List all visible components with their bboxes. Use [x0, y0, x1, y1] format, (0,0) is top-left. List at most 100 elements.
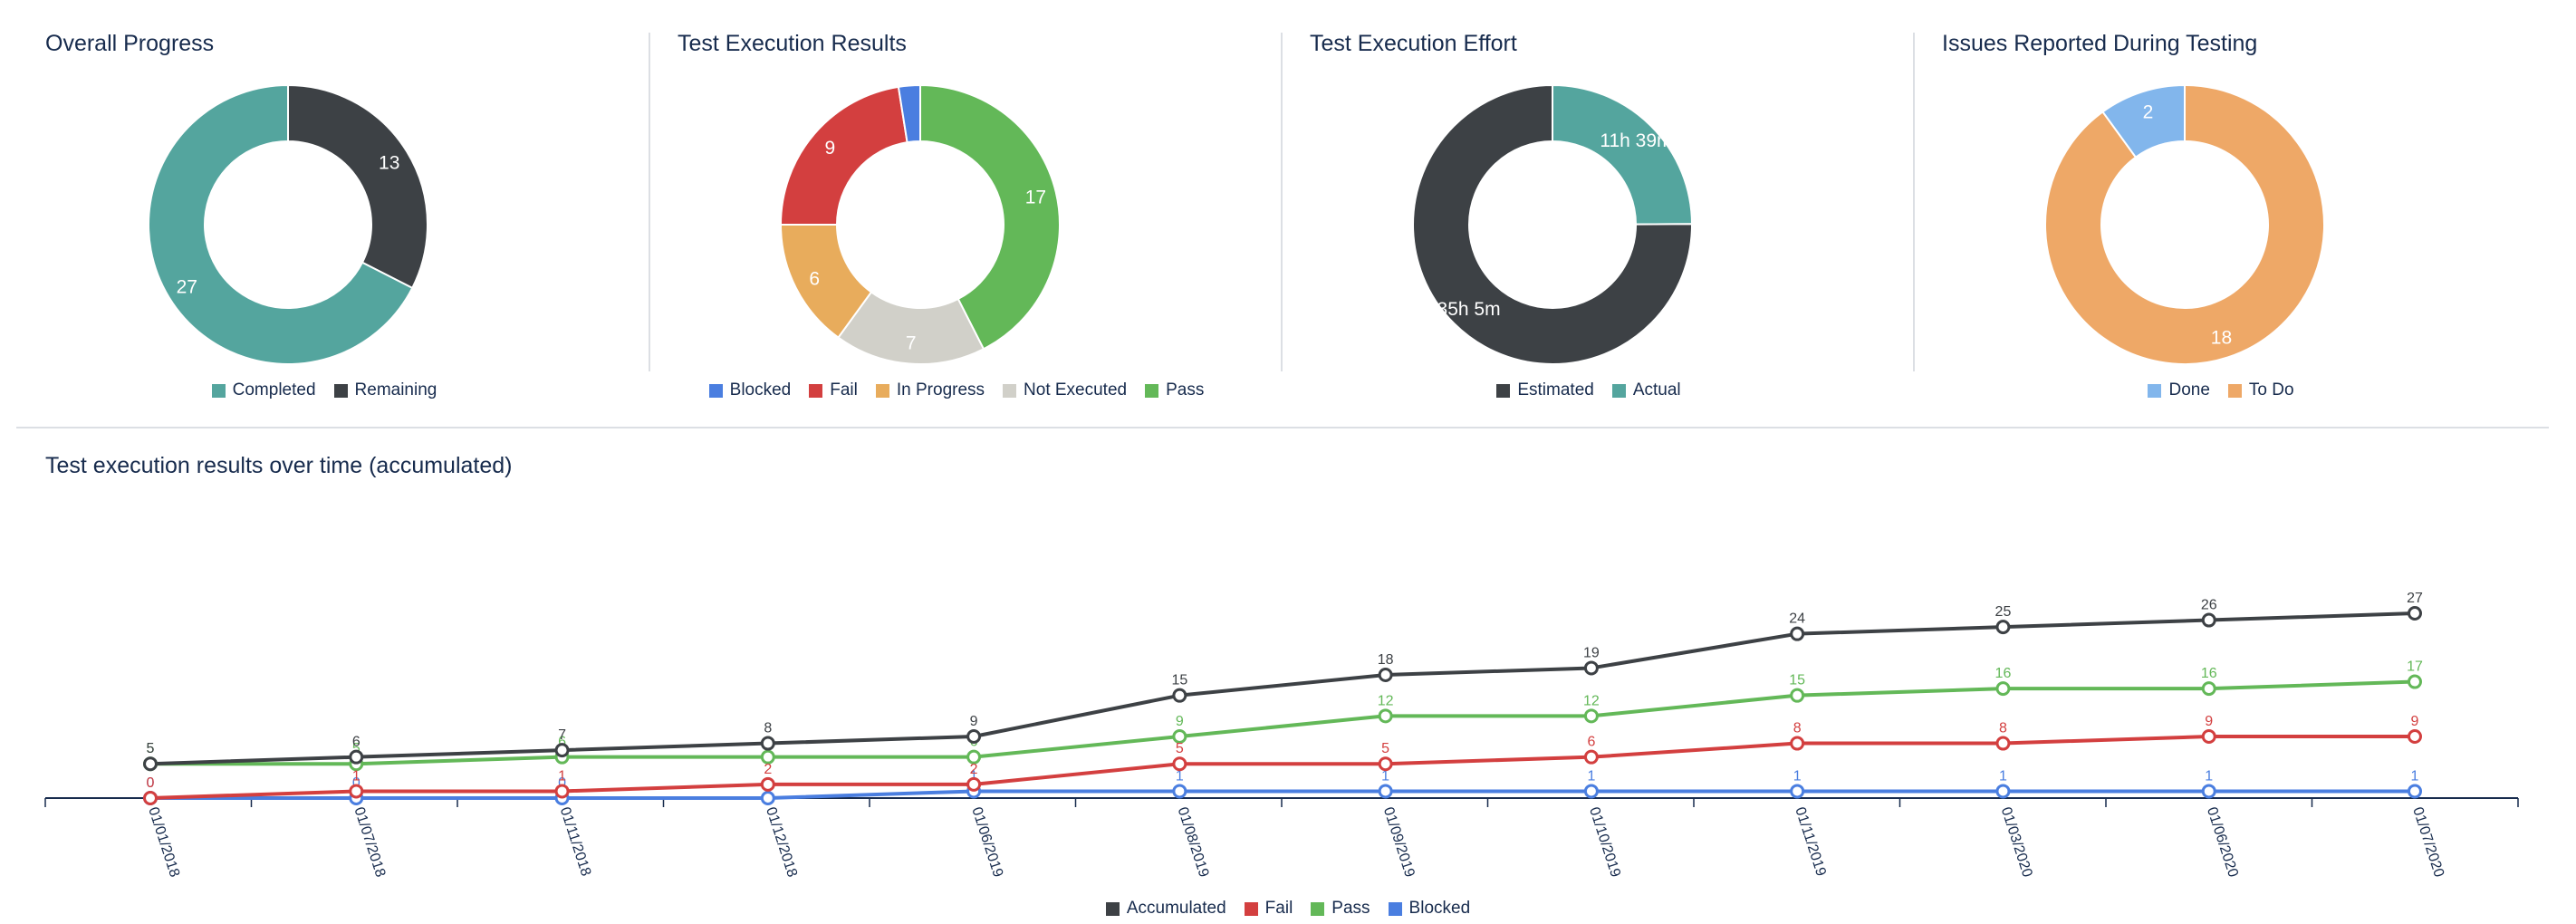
legend-item-blocked[interactable]: Blocked	[1388, 899, 1470, 919]
legend-item-pass[interactable]: Pass	[1311, 899, 1370, 919]
data-point-blocked[interactable]	[1790, 784, 1805, 799]
data-point-fail[interactable]	[554, 784, 570, 799]
data-label: 8	[1793, 721, 1802, 736]
data-point-blocked[interactable]	[2408, 784, 2422, 799]
data-point-pass[interactable]	[2201, 681, 2216, 697]
legend-item-fail[interactable]: Fail	[1244, 899, 1293, 919]
data-point-blocked[interactable]	[1995, 784, 2011, 799]
data-point-blocked[interactable]	[1583, 784, 1599, 799]
data-point-accumulated[interactable]	[1995, 620, 2011, 635]
data-point-pass[interactable]	[760, 749, 775, 765]
x-tick-label: 01/06/2019	[968, 805, 1005, 880]
data-point-accumulated[interactable]	[2408, 606, 2422, 621]
legend-swatch	[1244, 901, 1258, 916]
data-point-accumulated[interactable]	[1790, 626, 1805, 641]
data-point-fail[interactable]	[2408, 729, 2422, 744]
data-label: 1	[2411, 768, 2419, 784]
series-line-pass[interactable]	[150, 679, 2416, 766]
legend-item-done[interactable]: Done	[2148, 380, 2210, 400]
data-label: 1	[1999, 768, 2007, 784]
legend-item-in-progress[interactable]: In Progress	[875, 380, 985, 400]
legend-swatch	[809, 383, 823, 398]
test-execution-results-panel: Test Execution Results 17 7 6 9 Blocked Fail…	[632, 0, 1281, 426]
data-point-fail[interactable]	[349, 784, 364, 799]
series-line-blocked[interactable]	[150, 789, 2415, 800]
legend-swatch	[2148, 383, 2162, 398]
data-point-pass[interactable]	[2408, 674, 2422, 689]
data-label: 1	[1587, 768, 1595, 784]
data-label: 25	[1995, 604, 2012, 620]
legend-label: Pass	[1331, 899, 1370, 918]
series-line-accumulated[interactable]	[149, 611, 2416, 766]
data-point-accumulated[interactable]	[1172, 688, 1187, 703]
data-point-accumulated[interactable]	[1378, 668, 1393, 682]
data-point-accumulated[interactable]	[1583, 660, 1599, 676]
data-point-pass[interactable]	[1378, 708, 1393, 724]
data-point-blocked[interactable]	[760, 791, 775, 805]
x-tick-label: 01/07/2020	[2409, 805, 2446, 880]
slice-label: 27	[177, 276, 197, 297]
data-label: 0	[558, 775, 566, 791]
data-label: 0	[352, 775, 360, 791]
data-label: 7	[558, 727, 566, 743]
data-point-accumulated[interactable]	[143, 756, 158, 772]
data-label: 16	[2201, 666, 2217, 681]
donut-slice-to-do[interactable]	[2044, 83, 2325, 365]
data-label: 15	[1789, 673, 1805, 688]
donut-slice-done[interactable]	[2101, 83, 2186, 159]
panel-title: Overall Progress	[45, 31, 215, 56]
legend-item-not-executed[interactable]: Not Executed	[1003, 380, 1127, 400]
data-point-fail[interactable]	[966, 776, 982, 792]
legend-item-completed[interactable]: Completed	[211, 380, 316, 400]
data-label: 18	[1378, 652, 1394, 668]
data-point-blocked[interactable]	[2201, 784, 2216, 799]
data-point-pass[interactable]	[1583, 708, 1599, 724]
data-point-fail[interactable]	[1378, 756, 1393, 772]
legend-item-pass[interactable]: Pass	[1145, 380, 1204, 400]
data-point-pass[interactable]	[1995, 681, 2011, 697]
legend-item-accumulated[interactable]: Accumulated	[1105, 899, 1226, 919]
legend-item-blocked[interactable]: Blocked	[708, 380, 791, 400]
series-line-fail[interactable]	[149, 735, 2415, 800]
data-point-pass[interactable]	[1790, 688, 1805, 703]
data-point-pass[interactable]	[966, 749, 982, 765]
legend-item-estimated[interactable]: Estimated	[1496, 380, 1594, 400]
legend-swatch	[1611, 383, 1626, 398]
data-point-pass[interactable]	[1172, 729, 1187, 744]
legend-swatch	[1003, 383, 1017, 398]
legend-item-remaining[interactable]: Remaining	[333, 380, 437, 400]
test-execution-results-legend: Blocked Fail In Progress Not Executed Pass	[632, 380, 1281, 400]
legend-label: Fail	[1264, 899, 1293, 918]
donut-slice-blocked[interactable]	[897, 83, 921, 144]
donut-slice-fail[interactable]	[779, 85, 908, 226]
legend-item-actual[interactable]: Actual	[1611, 380, 1681, 400]
data-point-fail[interactable]	[1790, 736, 1805, 751]
panel-divider	[1913, 33, 1915, 371]
data-point-fail[interactable]	[2201, 729, 2216, 744]
data-point-accumulated[interactable]	[349, 749, 364, 765]
data-point-accumulated[interactable]	[966, 729, 982, 744]
donut-slice-pass[interactable]	[919, 83, 1061, 351]
data-label: 26	[2201, 598, 2217, 613]
data-point-fail[interactable]	[760, 776, 775, 792]
donut-slice-estimated[interactable]	[1412, 83, 1693, 365]
data-point-blocked[interactable]	[1172, 784, 1187, 799]
data-label: 24	[1789, 611, 1805, 627]
data-point-blocked[interactable]	[1378, 784, 1393, 799]
donut-slice-completed[interactable]	[148, 83, 414, 365]
data-point-accumulated[interactable]	[2201, 612, 2216, 628]
data-point-fail[interactable]	[1995, 736, 2011, 751]
data-point-fail[interactable]	[143, 791, 158, 805]
data-point-fail[interactable]	[1583, 749, 1599, 765]
slice-label: 35h 5m	[1437, 299, 1501, 320]
legend-item-to-do[interactable]: To Do	[2227, 380, 2294, 400]
slice-label: 7	[906, 333, 917, 354]
data-point-accumulated[interactable]	[554, 743, 570, 758]
donut-slice-actual[interactable]	[1552, 83, 1694, 226]
legend-label: Fail	[830, 380, 858, 399]
legend-item-fail[interactable]: Fail	[809, 380, 858, 400]
donut-slice-remaining[interactable]	[287, 83, 428, 290]
data-label: 6	[558, 735, 566, 750]
data-point-accumulated[interactable]	[760, 736, 775, 751]
data-point-fail[interactable]	[1172, 756, 1187, 772]
